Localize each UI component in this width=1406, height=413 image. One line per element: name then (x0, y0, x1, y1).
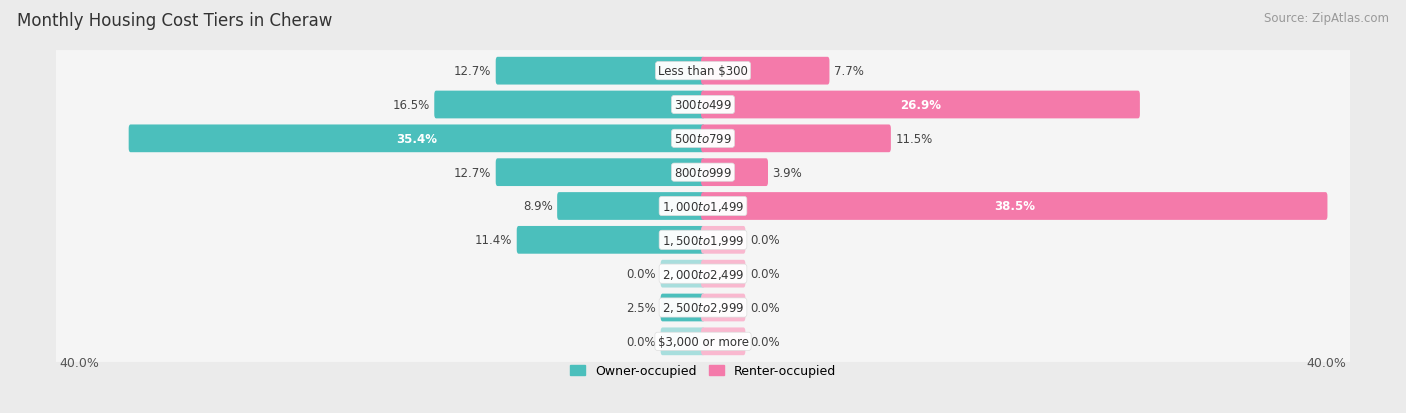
FancyBboxPatch shape (517, 226, 704, 254)
Text: 8.9%: 8.9% (523, 200, 553, 213)
Text: Source: ZipAtlas.com: Source: ZipAtlas.com (1264, 12, 1389, 25)
Text: 11.5%: 11.5% (896, 133, 932, 145)
FancyBboxPatch shape (702, 125, 891, 153)
Text: 0.0%: 0.0% (749, 301, 779, 314)
FancyBboxPatch shape (46, 287, 1360, 328)
FancyBboxPatch shape (496, 159, 704, 187)
Text: 38.5%: 38.5% (994, 200, 1035, 213)
FancyBboxPatch shape (496, 58, 704, 85)
FancyBboxPatch shape (702, 294, 745, 322)
Text: 0.0%: 0.0% (627, 268, 657, 280)
FancyBboxPatch shape (557, 192, 704, 221)
Text: $800 to $999: $800 to $999 (673, 166, 733, 179)
FancyBboxPatch shape (702, 159, 768, 187)
FancyBboxPatch shape (702, 58, 830, 85)
FancyBboxPatch shape (702, 91, 1140, 119)
FancyBboxPatch shape (661, 260, 704, 288)
Text: 40.0%: 40.0% (59, 356, 100, 369)
Text: 2.5%: 2.5% (626, 301, 657, 314)
Text: 40.0%: 40.0% (1306, 356, 1347, 369)
Text: $2,500 to $2,999: $2,500 to $2,999 (662, 301, 744, 315)
Text: Less than $300: Less than $300 (658, 65, 748, 78)
Text: 12.7%: 12.7% (454, 166, 491, 179)
FancyBboxPatch shape (661, 328, 704, 355)
Text: 16.5%: 16.5% (392, 99, 430, 112)
FancyBboxPatch shape (702, 226, 745, 254)
Text: 0.0%: 0.0% (749, 234, 779, 247)
FancyBboxPatch shape (661, 294, 704, 322)
FancyBboxPatch shape (46, 186, 1360, 227)
Text: 12.7%: 12.7% (454, 65, 491, 78)
Text: 3.9%: 3.9% (772, 166, 803, 179)
FancyBboxPatch shape (46, 51, 1360, 92)
Text: 35.4%: 35.4% (396, 133, 437, 145)
FancyBboxPatch shape (46, 254, 1360, 294)
Text: $300 to $499: $300 to $499 (673, 99, 733, 112)
Text: $1,500 to $1,999: $1,500 to $1,999 (662, 233, 744, 247)
Text: 7.7%: 7.7% (834, 65, 863, 78)
FancyBboxPatch shape (434, 91, 704, 119)
FancyBboxPatch shape (129, 125, 704, 153)
FancyBboxPatch shape (46, 220, 1360, 261)
Legend: Owner-occupied, Renter-occupied: Owner-occupied, Renter-occupied (565, 359, 841, 382)
FancyBboxPatch shape (702, 260, 745, 288)
Text: 11.4%: 11.4% (475, 234, 512, 247)
FancyBboxPatch shape (702, 192, 1327, 221)
FancyBboxPatch shape (46, 119, 1360, 159)
Text: 26.9%: 26.9% (900, 99, 941, 112)
Text: 0.0%: 0.0% (749, 268, 779, 280)
FancyBboxPatch shape (46, 85, 1360, 126)
Text: Monthly Housing Cost Tiers in Cheraw: Monthly Housing Cost Tiers in Cheraw (17, 12, 332, 30)
Text: 0.0%: 0.0% (749, 335, 779, 348)
Text: $3,000 or more: $3,000 or more (658, 335, 748, 348)
FancyBboxPatch shape (46, 321, 1360, 362)
Text: $2,000 to $2,499: $2,000 to $2,499 (662, 267, 744, 281)
FancyBboxPatch shape (46, 152, 1360, 193)
Text: $500 to $799: $500 to $799 (673, 133, 733, 145)
Text: $1,000 to $1,499: $1,000 to $1,499 (662, 199, 744, 214)
FancyBboxPatch shape (702, 328, 745, 355)
Text: 0.0%: 0.0% (627, 335, 657, 348)
